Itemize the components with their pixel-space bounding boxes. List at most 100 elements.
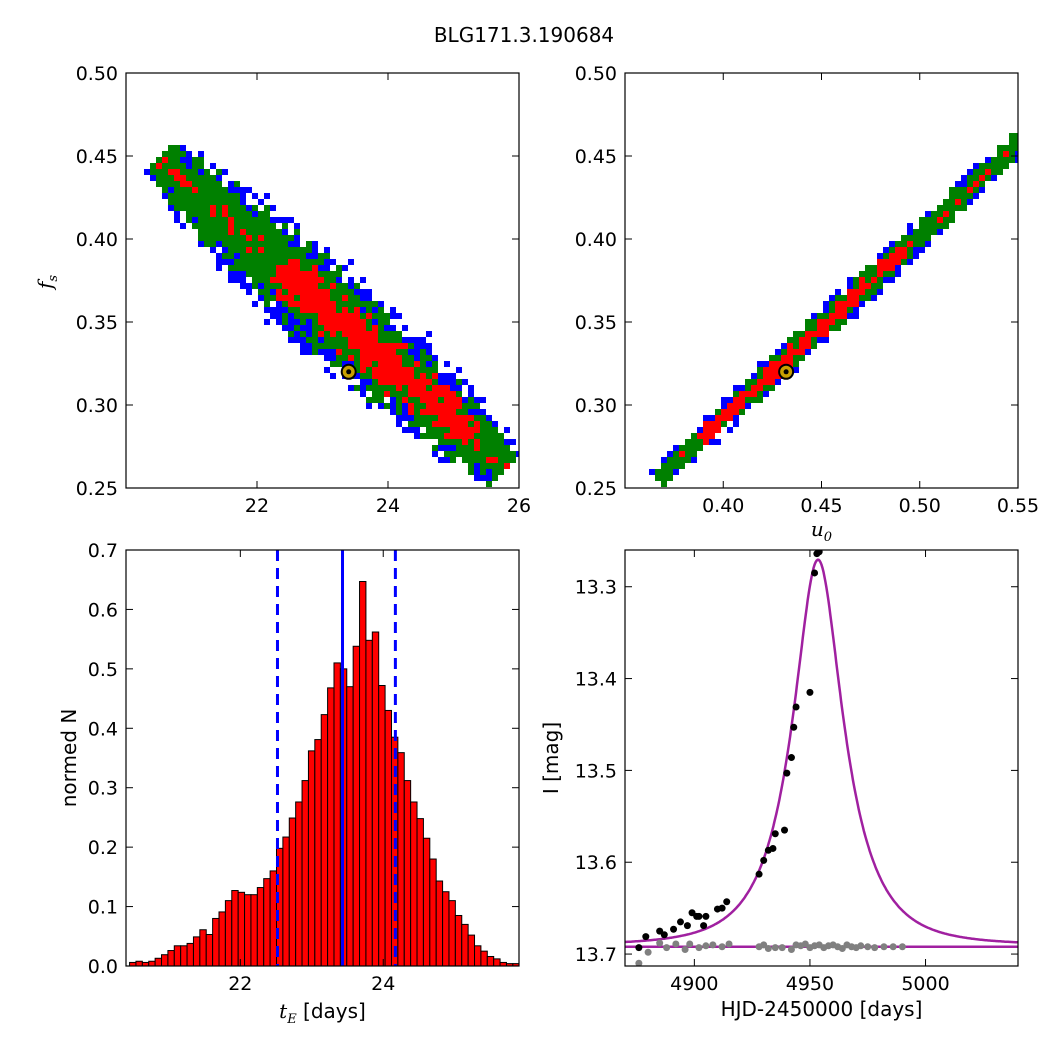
posterior-cell-inner <box>408 379 414 385</box>
posterior-cell-inner <box>1003 151 1009 157</box>
posterior-cell-middle <box>336 265 342 271</box>
posterior-cell-middle <box>264 277 270 283</box>
posterior-cell-middle <box>288 235 294 241</box>
posterior-cell-middle <box>426 385 432 391</box>
posterior-cell-inner <box>372 373 378 379</box>
posterior-cell-middle <box>252 253 258 259</box>
posterior-cell-outer <box>1015 151 1018 157</box>
posterior-cell-inner <box>294 259 300 265</box>
posterior-cell-inner <box>354 313 360 319</box>
data-point-gray <box>880 943 888 951</box>
posterior-cell-inner <box>420 409 426 415</box>
posterior-cell-middle <box>192 163 198 169</box>
x-tick-label: 5000 <box>901 973 949 995</box>
posterior-cell-middle <box>324 337 330 343</box>
posterior-cell-middle <box>697 439 703 445</box>
histogram-bar <box>148 960 156 966</box>
posterior-cell-outer <box>150 175 156 181</box>
posterior-cell-middle <box>378 397 384 403</box>
posterior-cell-middle <box>396 349 402 355</box>
posterior-cell-middle <box>438 427 444 433</box>
posterior-cell-middle <box>336 289 342 295</box>
posterior-cell-middle <box>492 433 498 439</box>
posterior-cell-inner <box>775 367 781 373</box>
posterior-cell-inner <box>402 397 408 403</box>
posterior-cell-inner <box>799 349 805 355</box>
posterior-cell-middle <box>907 253 913 259</box>
posterior-cell-outer <box>336 277 342 283</box>
posterior-cell-outer <box>444 373 450 379</box>
posterior-cell-inner <box>228 229 234 235</box>
histogram-bar <box>410 801 418 966</box>
y-tick-label: 13.3 <box>575 577 617 599</box>
posterior-cell-outer <box>847 283 853 289</box>
posterior-cell-inner <box>444 385 450 391</box>
posterior-cell-middle <box>673 463 679 469</box>
posterior-cell-outer <box>228 271 234 277</box>
posterior-cell-inner <box>715 427 721 433</box>
x-axis-label-sub: E <box>286 1012 297 1027</box>
posterior-cell-middle <box>324 343 330 349</box>
posterior-cell-inner <box>739 391 745 397</box>
posterior-cell-outer <box>300 337 306 343</box>
posterior-cell-outer <box>450 379 456 385</box>
posterior-cell-inner <box>288 271 294 277</box>
posterior-cell-outer <box>342 265 348 271</box>
y-tick-label: 0.7 <box>88 540 118 562</box>
posterior-cell-outer <box>300 343 306 349</box>
posterior-cell-inner <box>354 331 360 337</box>
posterior-cell-middle <box>354 283 360 289</box>
posterior-cell-outer <box>324 349 330 355</box>
posterior-cell-inner <box>805 331 811 337</box>
posterior-cell-inner <box>222 211 228 217</box>
posterior-cell-middle <box>318 343 324 349</box>
posterior-cell-middle <box>462 403 468 409</box>
data-point-gray <box>725 940 733 948</box>
posterior-cell-middle <box>174 145 180 151</box>
posterior-cell-inner <box>444 421 450 427</box>
posterior-cell-middle <box>925 235 931 241</box>
posterior-cell-middle <box>180 151 186 157</box>
posterior-cell-outer <box>733 385 739 391</box>
posterior-cell-outer <box>228 259 234 265</box>
posterior-cell-middle <box>474 433 480 439</box>
posterior-cell-outer <box>691 457 697 463</box>
posterior-cell-middle <box>210 217 216 223</box>
posterior-cell-middle <box>420 433 426 439</box>
posterior-cell-middle <box>444 427 450 433</box>
posterior-cell-middle <box>883 253 889 259</box>
posterior-cell-middle <box>432 379 438 385</box>
posterior-cell-inner <box>396 343 402 349</box>
posterior-cell-middle <box>252 229 258 235</box>
posterior-cell-inner <box>408 373 414 379</box>
posterior-cell-inner <box>775 373 781 379</box>
posterior-cell-inner <box>246 247 252 253</box>
posterior-cell-middle <box>282 247 288 253</box>
posterior-cell-middle <box>276 283 282 289</box>
posterior-cell-middle <box>835 295 841 301</box>
posterior-cell-middle <box>198 193 204 199</box>
y-tick-label: 0.40 <box>76 229 118 251</box>
posterior-cell-middle <box>234 259 240 265</box>
posterior-cell-outer <box>661 457 667 463</box>
posterior-cell-inner <box>769 367 775 373</box>
posterior-cell-middle <box>330 343 336 349</box>
posterior-cell-inner <box>847 295 853 301</box>
posterior-cell-middle <box>811 337 817 343</box>
posterior-cell-outer <box>883 247 889 253</box>
posterior-cell-middle <box>685 439 691 445</box>
posterior-cell-inner <box>384 343 390 349</box>
posterior-cell-middle <box>216 223 222 229</box>
posterior-cell-middle <box>324 271 330 277</box>
posterior-cell-middle <box>763 385 769 391</box>
posterior-cell-middle <box>210 229 216 235</box>
posterior-cell-inner <box>318 295 324 301</box>
data-point-black <box>769 844 777 852</box>
posterior-cell-middle <box>186 175 192 181</box>
posterior-cell-middle <box>384 337 390 343</box>
data-point-black <box>755 870 763 878</box>
posterior-cell-middle <box>234 181 240 187</box>
posterior-cell-inner <box>276 277 282 283</box>
x-tick-label: 26 <box>507 495 531 517</box>
posterior-cell-middle <box>342 343 348 349</box>
